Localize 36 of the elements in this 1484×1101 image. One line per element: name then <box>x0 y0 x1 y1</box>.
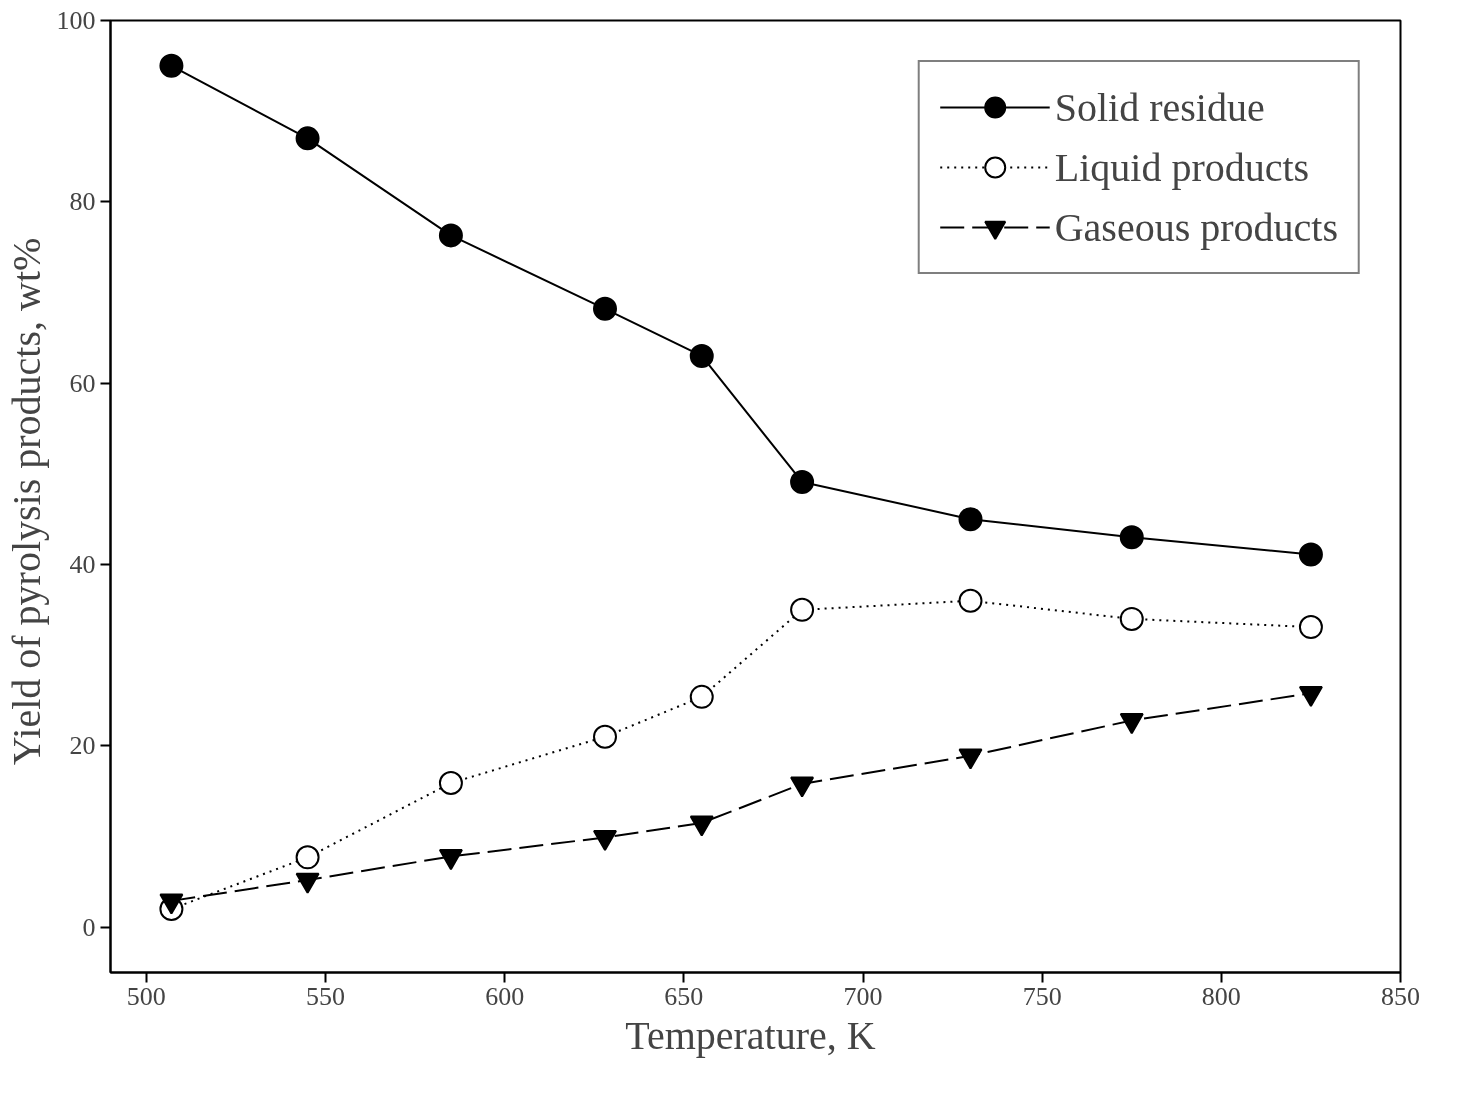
x-axis-title: Temperature, K <box>625 1012 876 1058</box>
point <box>790 597 815 622</box>
point <box>159 53 184 78</box>
x-tick-label: 800 <box>1201 981 1241 1011</box>
legend-label: Solid residue <box>1054 83 1265 131</box>
point <box>593 296 617 321</box>
point <box>1119 525 1144 550</box>
x-tick-label: 750 <box>1022 981 1062 1011</box>
point <box>1298 615 1323 640</box>
y-tick-label: 80 <box>69 187 96 217</box>
legend-label: Gaseous products <box>1054 203 1338 251</box>
y-axis-title: Yield of pyrolysis products, wt% <box>3 237 49 766</box>
point <box>1119 606 1144 631</box>
legend-label: Liquid products <box>1054 143 1310 191</box>
point <box>689 343 714 368</box>
y-tick-label: 100 <box>56 6 96 35</box>
y-tick-label: 60 <box>69 368 96 398</box>
point <box>593 724 617 749</box>
x-tick-label: 550 <box>306 981 345 1011</box>
point <box>958 588 983 613</box>
x-tick-label: 850 <box>1381 981 1420 1011</box>
point <box>958 507 983 532</box>
x-tick-label: 650 <box>664 981 704 1011</box>
point <box>790 470 815 494</box>
point <box>438 771 463 795</box>
x-tick-label: 600 <box>485 981 525 1011</box>
point <box>1298 542 1323 567</box>
y-tick-label: 20 <box>69 731 96 761</box>
point <box>295 126 320 151</box>
x-tick-label: 500 <box>126 981 166 1011</box>
y-tick-label: 0 <box>82 912 96 942</box>
y-tick-label: 40 <box>69 550 96 579</box>
x-tick-label: 700 <box>843 981 883 1011</box>
point <box>295 845 320 870</box>
point <box>689 684 714 709</box>
point <box>438 223 463 248</box>
